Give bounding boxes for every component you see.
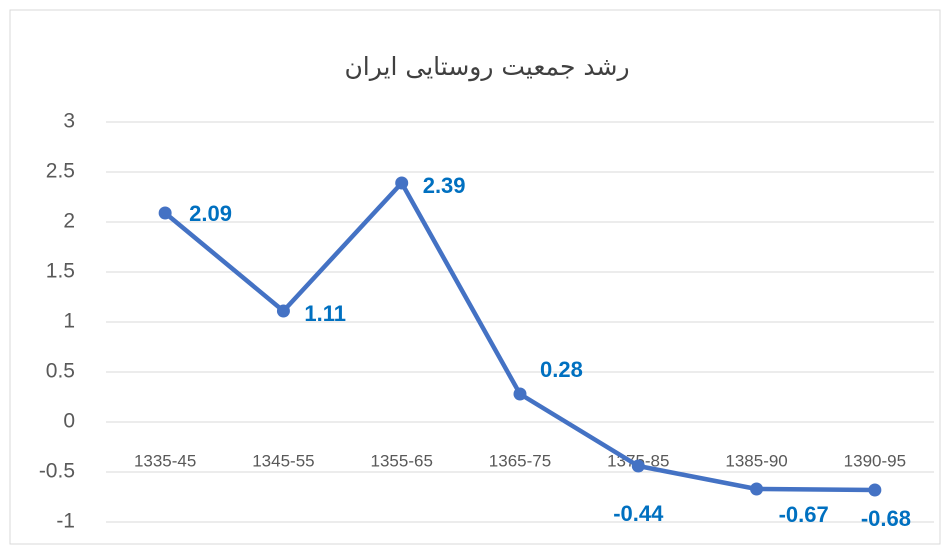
y-tick-label: -1 bbox=[56, 510, 75, 533]
y-tick-label: 1.5 bbox=[46, 260, 75, 283]
y-tick-label: 0 bbox=[63, 410, 75, 433]
data-label: 2.39 bbox=[423, 173, 466, 198]
y-tick-label: 3 bbox=[63, 110, 75, 133]
chart-border bbox=[9, 9, 941, 545]
data-label: 1.11 bbox=[304, 301, 346, 326]
data-label: -0.44 bbox=[613, 501, 664, 526]
y-tick-label: 1 bbox=[63, 310, 75, 333]
data-label: -0.67 bbox=[779, 502, 829, 527]
chart-title: رشد جمعیت روستایی ایران bbox=[344, 52, 629, 82]
x-tick-label: 1390-95 bbox=[844, 451, 906, 470]
y-tick-label: -0.5 bbox=[39, 460, 75, 483]
y-tick-label: 2.5 bbox=[46, 160, 75, 183]
data-point bbox=[750, 482, 764, 496]
data-label: -0.68 bbox=[861, 506, 911, 531]
data-point bbox=[631, 459, 645, 473]
data-point bbox=[868, 483, 882, 497]
x-tick-label: 1385-90 bbox=[725, 451, 787, 470]
data-label: 2.09 bbox=[189, 201, 232, 226]
data-point bbox=[158, 206, 172, 220]
data-label: 0.28 bbox=[540, 357, 583, 382]
y-tick-label: 0.5 bbox=[46, 360, 75, 383]
y-tick-label: 2 bbox=[63, 210, 75, 233]
x-tick-label: 1365-75 bbox=[489, 451, 551, 470]
data-point bbox=[395, 176, 409, 190]
x-tick-label: 1345-55 bbox=[252, 451, 314, 470]
x-tick-label: 1355-65 bbox=[371, 451, 433, 470]
x-tick-label: 1335-45 bbox=[134, 451, 196, 470]
data-point bbox=[276, 304, 290, 318]
data-point bbox=[513, 387, 527, 401]
